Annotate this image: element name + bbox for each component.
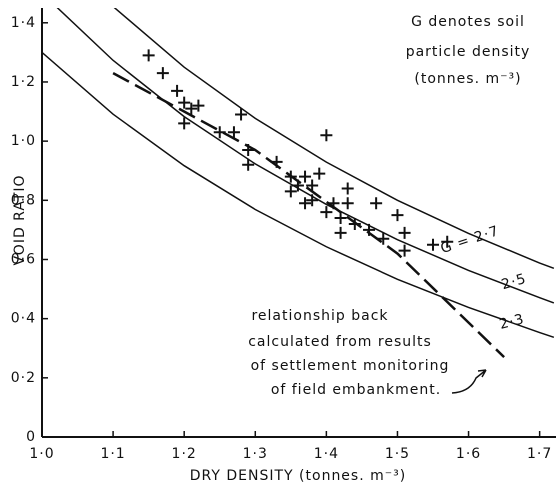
data-point bbox=[334, 226, 347, 239]
data-point bbox=[242, 144, 255, 157]
data-point bbox=[299, 170, 312, 183]
curve-label: 2·5 bbox=[500, 271, 529, 293]
y-tick-label: 0·6 bbox=[11, 251, 36, 267]
annotation: (tonnes. m⁻³) bbox=[414, 71, 521, 87]
data-point bbox=[242, 158, 255, 171]
x-tick-label: 1·3 bbox=[243, 446, 268, 462]
y-tick-label: 1·4 bbox=[11, 15, 36, 31]
plot-area bbox=[42, 8, 555, 359]
data-point bbox=[341, 197, 354, 210]
curve bbox=[113, 8, 555, 270]
arrow bbox=[451, 369, 487, 394]
annotation: G denotes soil bbox=[411, 14, 525, 30]
y-tick-label: 0 bbox=[26, 429, 36, 445]
data-point bbox=[142, 49, 155, 62]
y-tick-label: 0·8 bbox=[11, 192, 36, 208]
data-point bbox=[227, 126, 240, 139]
data-point bbox=[178, 117, 191, 130]
note: relationship back bbox=[251, 308, 388, 324]
data-point bbox=[284, 170, 297, 183]
data-point bbox=[299, 197, 312, 210]
y-axis-label: VOID RATIO bbox=[12, 174, 28, 265]
data-point bbox=[370, 197, 383, 210]
data-point bbox=[348, 217, 361, 230]
data-point bbox=[178, 96, 191, 109]
x-tick-label: 1·0 bbox=[29, 446, 54, 462]
data-point bbox=[306, 179, 319, 192]
data-point bbox=[334, 212, 347, 225]
x-tick-label: 1·2 bbox=[172, 446, 197, 462]
data-point bbox=[313, 167, 326, 180]
y-tick-label: 0·4 bbox=[11, 311, 36, 327]
y-tick-label: 1·2 bbox=[11, 74, 36, 90]
data-point bbox=[341, 182, 354, 195]
data-point bbox=[156, 67, 169, 80]
data-point bbox=[235, 108, 248, 121]
y-tick-label: 1·0 bbox=[11, 133, 36, 149]
curve-label: 2·3 bbox=[498, 311, 526, 333]
data-point bbox=[291, 179, 304, 192]
x-tick-label: 1·5 bbox=[385, 446, 410, 462]
annotation: particle density bbox=[406, 44, 531, 60]
data-point bbox=[363, 223, 376, 236]
x-tick-label: 1·1 bbox=[100, 446, 125, 462]
data-point bbox=[320, 206, 333, 219]
data-point bbox=[391, 209, 404, 222]
data-point bbox=[192, 99, 205, 112]
y-tick-label: 0·2 bbox=[11, 370, 36, 386]
data-point bbox=[270, 155, 283, 168]
note: of field embankment. bbox=[271, 382, 441, 398]
x-tick-label: 1·6 bbox=[456, 446, 481, 462]
data-point bbox=[327, 197, 340, 210]
data-point bbox=[185, 102, 198, 115]
data-point bbox=[213, 126, 226, 139]
x-tick-label: 1·4 bbox=[314, 446, 339, 462]
data-point bbox=[398, 244, 411, 257]
data-point bbox=[284, 185, 297, 198]
x-axis-label: DRY DENSITY (tonnes. m⁻³) bbox=[190, 468, 406, 484]
data-point bbox=[320, 129, 333, 142]
data-point bbox=[306, 194, 319, 207]
curve bbox=[56, 8, 555, 304]
data-point bbox=[398, 226, 411, 239]
curve-label: G = 2·7 bbox=[439, 223, 502, 257]
data-point bbox=[171, 84, 184, 97]
note: of settlement monitoring bbox=[251, 358, 450, 374]
data-point bbox=[427, 238, 440, 251]
data-point bbox=[441, 235, 454, 248]
curve bbox=[42, 51, 555, 339]
data-point bbox=[377, 232, 390, 245]
dashed-line bbox=[112, 71, 505, 359]
note: calculated from results bbox=[248, 334, 432, 350]
x-tick-label: 1·7 bbox=[527, 446, 552, 462]
